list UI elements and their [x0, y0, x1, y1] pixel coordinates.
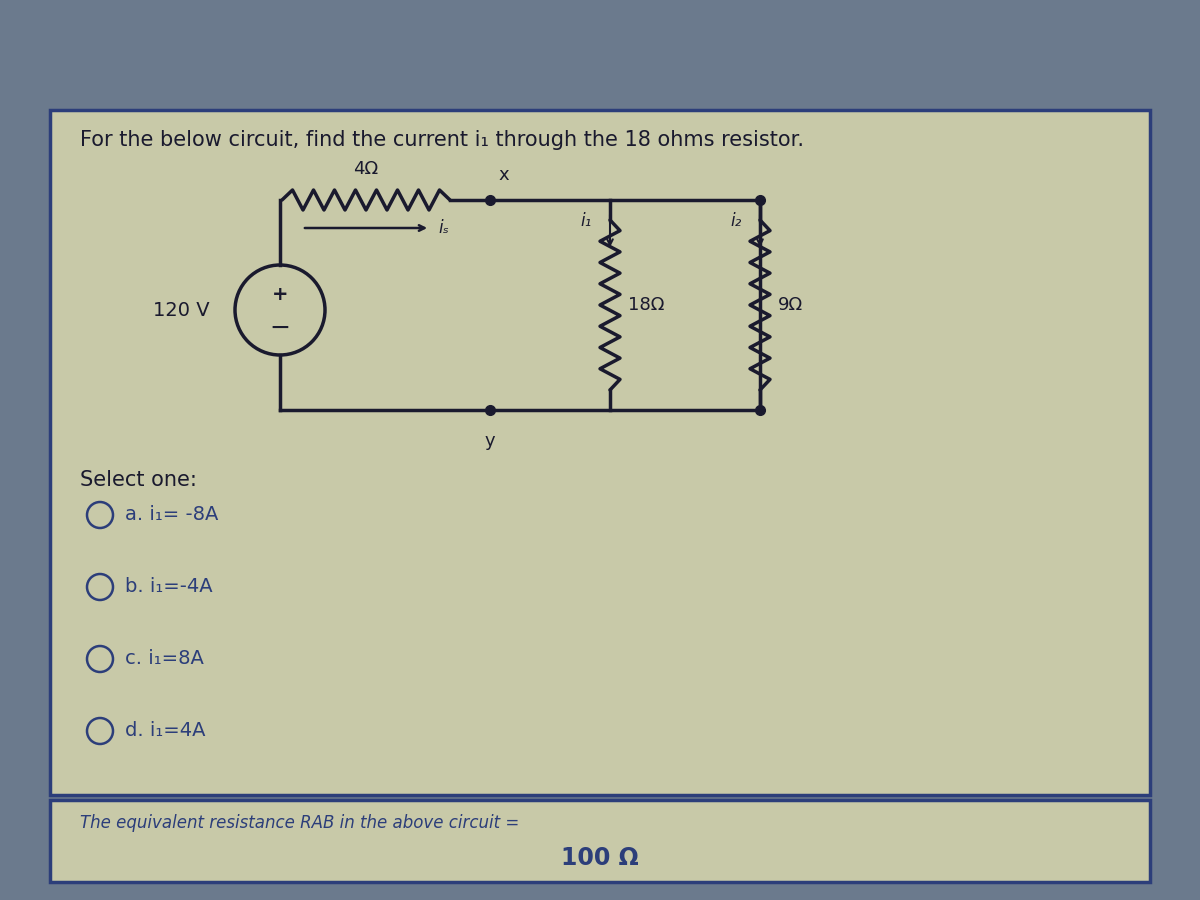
- Bar: [50, 800, 1150, 882]
- Text: d. i₁=4A: d. i₁=4A: [125, 722, 205, 741]
- Text: b. i₁=-4A: b. i₁=-4A: [125, 578, 212, 597]
- Text: i₁: i₁: [581, 212, 592, 230]
- Text: x: x: [498, 166, 509, 184]
- Text: −: −: [270, 316, 290, 340]
- Text: iₛ: iₛ: [438, 219, 449, 237]
- Text: For the below circuit, find the current i₁ through the 18 ohms resistor.: For the below circuit, find the current …: [80, 130, 804, 150]
- Text: c. i₁=8A: c. i₁=8A: [125, 650, 204, 669]
- Text: +: +: [271, 284, 288, 303]
- Text: 100 Ω: 100 Ω: [562, 846, 638, 870]
- Text: 9Ω: 9Ω: [778, 296, 803, 314]
- Bar: [50, 110, 1150, 795]
- Text: y: y: [485, 432, 496, 450]
- Text: The equivalent resistance RAB in the above circuit =: The equivalent resistance RAB in the abo…: [80, 814, 520, 832]
- Text: 18Ω: 18Ω: [628, 296, 665, 314]
- Text: 120 V: 120 V: [154, 301, 210, 320]
- Text: 4Ω: 4Ω: [354, 160, 378, 178]
- Text: i₂: i₂: [731, 212, 742, 230]
- Text: a. i₁= -8A: a. i₁= -8A: [125, 506, 218, 525]
- Text: Select one:: Select one:: [80, 470, 197, 490]
